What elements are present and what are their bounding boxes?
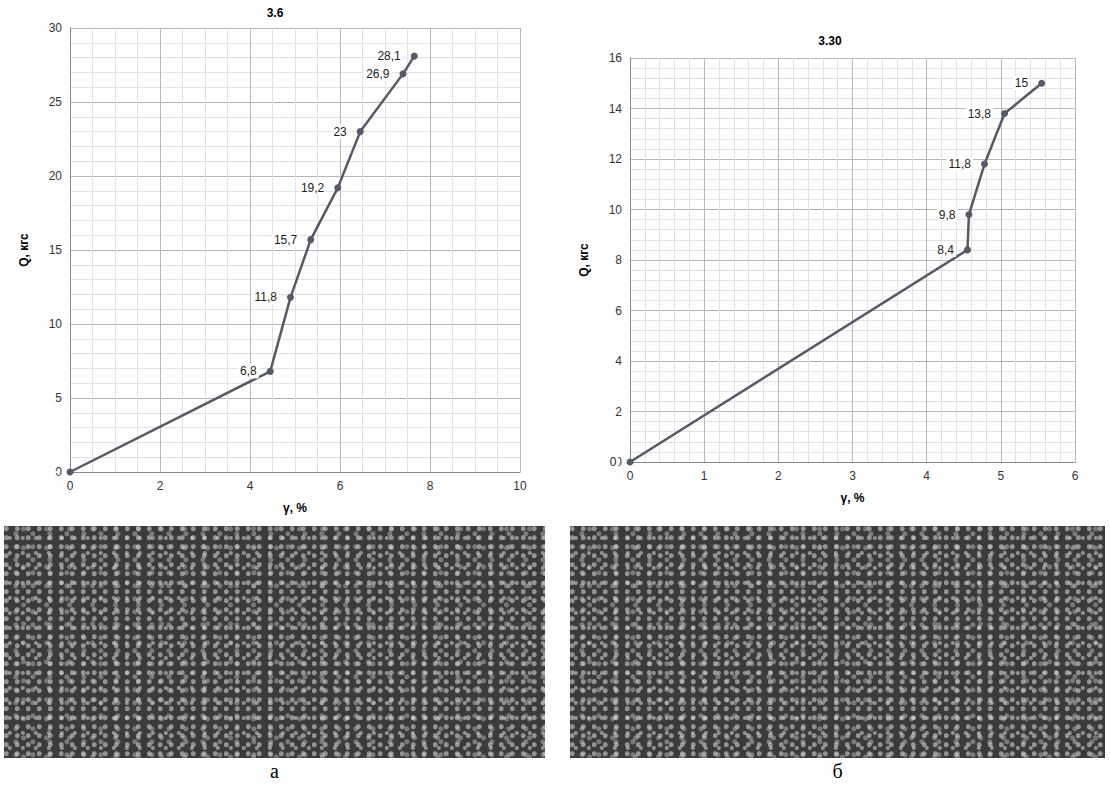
svg-text:15: 15 — [49, 243, 63, 257]
svg-text:5: 5 — [55, 391, 62, 405]
svg-text:12: 12 — [609, 152, 623, 166]
svg-text:γ, %: γ, % — [283, 501, 307, 515]
svg-text:28,1: 28,1 — [377, 49, 401, 63]
svg-text:γ, %: γ, % — [840, 491, 864, 505]
svg-text:30: 30 — [49, 21, 63, 35]
svg-text:6: 6 — [1072, 469, 1079, 483]
svg-text:6,8: 6,8 — [240, 364, 257, 378]
svg-text:11,8: 11,8 — [255, 290, 278, 304]
svg-text:5: 5 — [997, 469, 1004, 483]
svg-text:0: 0 — [610, 455, 617, 469]
svg-text:2: 2 — [615, 405, 622, 419]
svg-text:23: 23 — [333, 125, 347, 139]
svg-text:4: 4 — [615, 354, 622, 368]
svg-text:4: 4 — [923, 469, 930, 483]
svg-text:0: 0 — [67, 479, 74, 493]
svg-text:11,8: 11,8 — [949, 157, 972, 171]
html-text:б: б — [832, 760, 843, 782]
html-text:а: а — [270, 760, 279, 782]
svg-text:0: 0 — [627, 469, 634, 483]
svg-text:3.30: 3.30 — [818, 34, 842, 48]
svg-text:2: 2 — [157, 479, 164, 493]
svg-text:10: 10 — [49, 317, 63, 331]
svg-text:14: 14 — [609, 102, 623, 116]
svg-text:3: 3 — [849, 469, 856, 483]
svg-text:8,4: 8,4 — [937, 243, 954, 257]
svg-text:1: 1 — [701, 469, 708, 483]
svg-text:20: 20 — [49, 169, 63, 183]
svg-text:2: 2 — [775, 469, 782, 483]
svg-text:6: 6 — [615, 304, 622, 318]
svg-text:4: 4 — [247, 479, 254, 493]
svg-text:16: 16 — [609, 51, 623, 65]
svg-text:0: 0 — [615, 455, 622, 469]
svg-text:15: 15 — [1015, 76, 1029, 90]
svg-text:8: 8 — [427, 479, 434, 493]
svg-text:10: 10 — [513, 479, 527, 493]
svg-text:0: 0 — [55, 465, 62, 479]
svg-text:8: 8 — [615, 253, 622, 267]
svg-text:13,8: 13,8 — [968, 107, 992, 121]
svg-text:15,7: 15,7 — [274, 233, 298, 247]
svg-text:Q, кгс: Q, кгс — [577, 243, 591, 277]
svg-text:3.6: 3.6 — [267, 6, 284, 20]
svg-text:9,8: 9,8 — [939, 208, 956, 222]
svg-text:19,2: 19,2 — [301, 181, 325, 195]
svg-text:26,9: 26,9 — [366, 67, 390, 81]
svg-text:Q, кгс: Q, кгс — [17, 233, 31, 267]
svg-text:25: 25 — [49, 95, 63, 109]
svg-text:10: 10 — [609, 203, 623, 217]
svg-text:6: 6 — [337, 479, 344, 493]
